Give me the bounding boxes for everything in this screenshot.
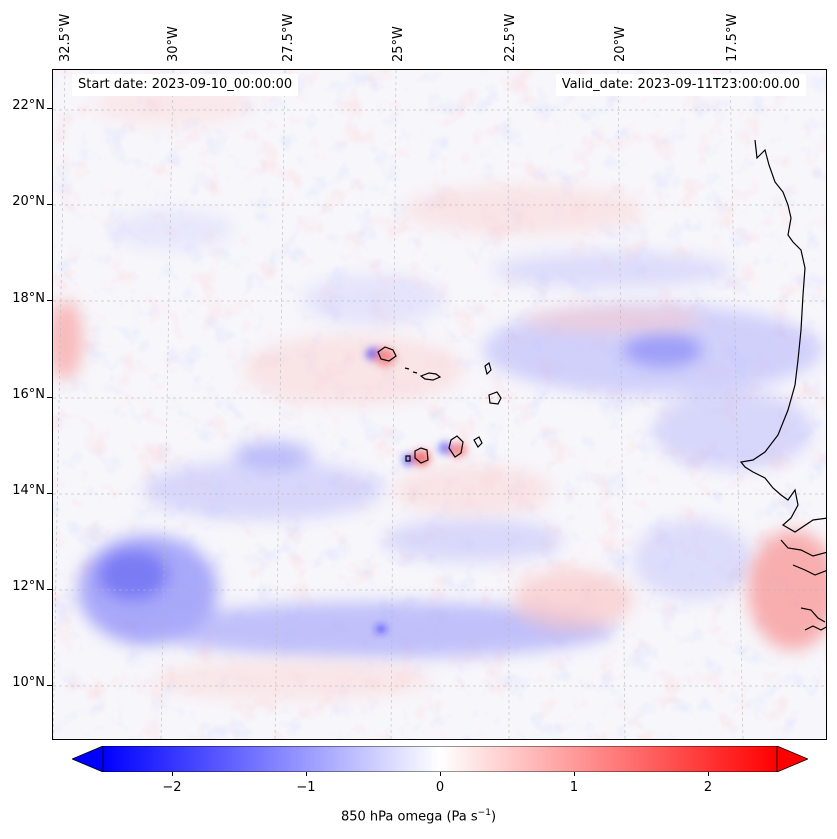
cape-verde-islands xyxy=(377,346,502,464)
lon-label-32-5w: 32.5°W xyxy=(58,13,73,62)
y-tick-16n xyxy=(47,397,52,398)
colorbar-extend-high xyxy=(776,746,808,772)
cb-tick-label-1: 1 xyxy=(569,780,579,795)
lat-label-16n: 16°N xyxy=(12,387,45,402)
colorbar-extend-low xyxy=(72,746,104,772)
lat-label-10n: 10°N xyxy=(12,675,45,690)
gridlines xyxy=(53,70,826,739)
cb-tick-label-2: 2 xyxy=(703,780,713,795)
cb-tick-label-neg2: −2 xyxy=(162,780,182,795)
africa-coastline xyxy=(739,139,826,533)
valid-date-label: Valid_date: 2023-09-11T23:00:00.00 xyxy=(555,74,806,96)
colorbar-label-prefix: 850 hPa omega (Pa s xyxy=(340,809,478,825)
cb-tick-neg2 xyxy=(172,772,173,776)
lon-label-25w: 25°W xyxy=(391,26,406,62)
lat-label-12n: 12°N xyxy=(12,579,45,594)
cb-tick-neg1 xyxy=(306,772,307,776)
lon-label-30w: 30°W xyxy=(166,26,181,62)
colorbar-gradient xyxy=(102,746,778,772)
colorbar xyxy=(72,746,808,772)
lon-label-20w: 20°W xyxy=(613,26,628,62)
lat-label-18n: 18°N xyxy=(12,291,45,306)
cb-tick-2 xyxy=(708,772,709,776)
y-tick-20n xyxy=(47,204,52,205)
coastlines xyxy=(739,139,826,631)
cb-tick-1 xyxy=(574,772,575,776)
lon-label-17-5w: 17.5°W xyxy=(725,13,740,62)
cb-tick-label-neg1: −1 xyxy=(296,780,316,795)
y-tick-14n xyxy=(47,493,52,494)
start-date-label: Start date: 2023-09-10_00:00:00 xyxy=(72,74,299,96)
lat-label-22n: 22°N xyxy=(12,98,45,113)
omega-map xyxy=(52,69,827,740)
y-tick-22n xyxy=(47,108,52,109)
cb-tick-label-0: 0 xyxy=(435,780,445,795)
y-tick-10n xyxy=(47,685,52,686)
colorbar-label: 850 hPa omega (Pa s−1) xyxy=(0,808,837,824)
y-tick-12n xyxy=(47,589,52,590)
lon-label-22-5w: 22.5°W xyxy=(503,13,518,62)
lat-label-20n: 20°N xyxy=(12,194,45,209)
lat-label-14n: 14°N xyxy=(12,483,45,498)
colorbar-label-suffix: ) xyxy=(490,809,497,825)
map-canvas xyxy=(53,70,826,739)
cb-tick-0 xyxy=(440,772,441,776)
y-tick-18n xyxy=(47,300,52,301)
colorbar-label-exponent: −1 xyxy=(477,808,491,818)
lon-label-27-5w: 27.5°W xyxy=(281,13,296,62)
